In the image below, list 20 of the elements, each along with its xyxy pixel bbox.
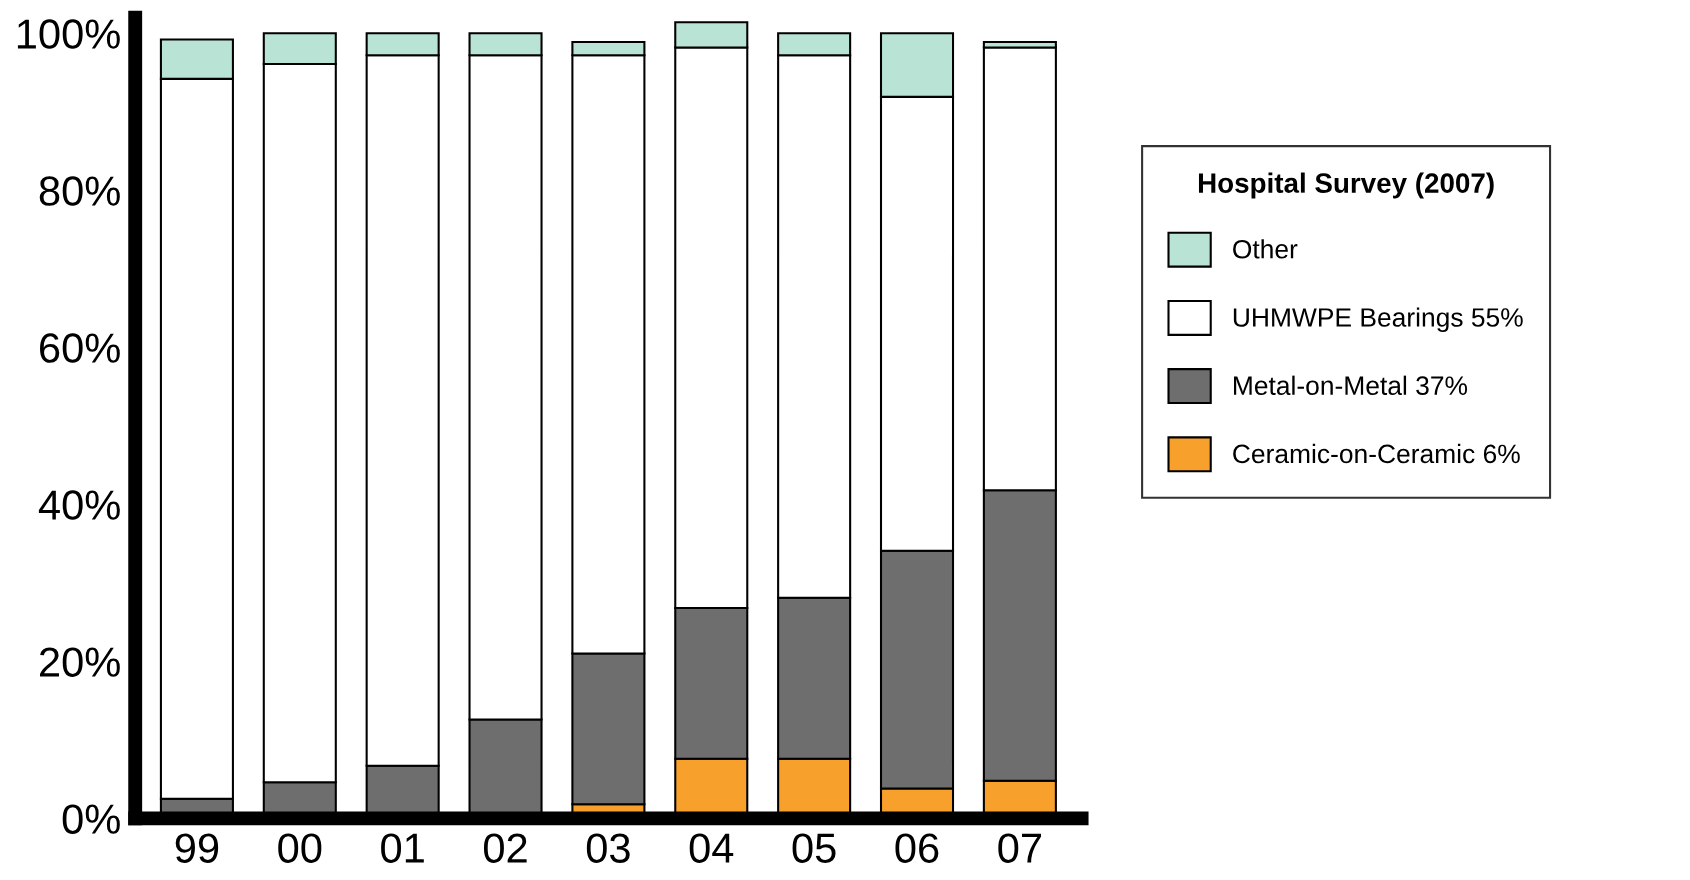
x-tick-label: 01	[381, 833, 424, 863]
x-tick-label: 04	[689, 833, 734, 863]
y-tick-label: 60%	[40, 333, 120, 363]
x-tick-label: 03	[586, 833, 630, 863]
legend-label: Ceramic-on-Ceramic 6%	[1233, 443, 1520, 464]
x-tick-label: 06	[895, 833, 939, 863]
y-tick-label: 0%	[62, 804, 120, 834]
x-tick-label: 00	[278, 833, 322, 863]
y-tick-label: 100%	[17, 19, 120, 49]
y-tick-label: 20%	[40, 647, 120, 677]
x-tick-label: 05	[792, 833, 836, 863]
x-tick-label: 07	[998, 833, 1041, 863]
legend-title: Hospital Survey (2007)	[1198, 172, 1494, 199]
legend-label: Metal-on-Metal 37%	[1234, 375, 1468, 396]
y-tick-label: 80%	[39, 176, 120, 206]
legend-label: Other	[1233, 239, 1298, 259]
x-tick-label: 02	[483, 833, 527, 863]
y-tick-label: 40%	[38, 490, 120, 520]
legend-label: UHMWPE Bearings 55%	[1233, 307, 1523, 333]
x-tick-label: 99	[175, 833, 219, 863]
